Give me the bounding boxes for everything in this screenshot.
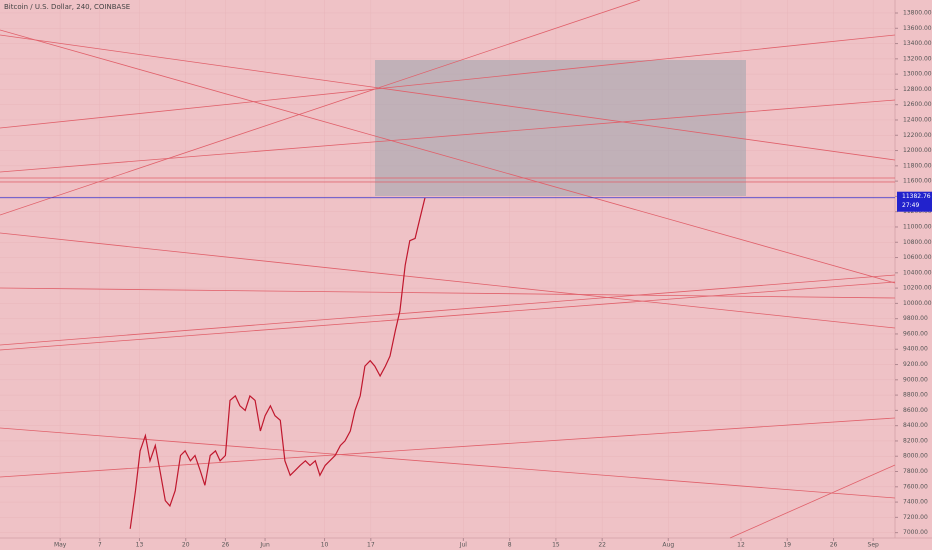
x-tick-label: May [54,542,67,549]
y-tick-label: 12200.00 [903,132,932,139]
y-tick-label: 8800.00 [903,392,928,399]
x-tick-label: 12 [737,542,745,549]
y-tick-label: 11800.00 [903,162,932,169]
y-tick-label: 7000.00 [903,529,928,536]
y-tick-label: 13200.00 [903,55,932,62]
trend-line [0,0,641,216]
x-tick-label: 17 [367,542,375,549]
y-tick-label: 13600.00 [903,25,932,32]
y-tick-label: 8000.00 [903,453,928,460]
y-tick-label: 9200.00 [903,361,928,368]
trend-line [0,281,896,351]
y-tick-label: 13800.00 [903,9,932,16]
x-tick-label: 15 [552,542,560,549]
trend-line [0,34,896,161]
trend-line [729,464,896,539]
y-tick-label: 10600.00 [903,254,932,261]
countdown-label: 27:49 [902,202,919,209]
y-tick-label: 10800.00 [903,239,932,246]
y-tick-label: 8400.00 [903,422,928,429]
x-tick-label: 10 [321,542,329,549]
price-line [129,197,426,529]
y-tick-label: 13000.00 [903,71,932,78]
drawings [0,0,896,539]
x-tick-label: 7 [98,542,102,549]
trend-line [0,34,896,129]
trend-line [0,417,896,478]
y-tick-label: 10000.00 [903,300,932,307]
trend-line [0,99,896,173]
x-tick-label: Jun [259,542,270,549]
y-tick-label: 10400.00 [903,269,932,276]
y-tick-label: 8200.00 [903,437,928,444]
y-tick-label: 12000.00 [903,147,932,154]
last-price-label: 11382.76 [902,193,931,200]
x-tick-label: Jul [459,542,468,549]
trend-line [0,232,896,329]
y-tick-label: 11000.00 [903,223,932,230]
x-tick-label: 20 [182,542,190,549]
trend-line [0,287,896,299]
y-tick-label: 7800.00 [903,468,928,475]
x-tick-label: 26 [830,542,838,549]
y-tick-label: 10200.00 [903,285,932,292]
trend-line [0,274,896,346]
x-tick-label: 8 [508,542,512,549]
y-tick-label: 7600.00 [903,483,928,490]
rectangle-drawing [375,60,746,196]
y-tick-label: 13400.00 [903,40,932,47]
y-tick-label: 7200.00 [903,514,928,521]
x-tick-label: Sep [868,542,880,549]
y-tick-label: 8600.00 [903,407,928,414]
y-tick-label: 9600.00 [903,330,928,337]
trend-line [0,29,896,284]
y-tick-label: 11600.00 [903,178,932,185]
chart-title: Bitcoin / U.S. Dollar, 240, COINBASE [4,3,130,11]
x-tick-label: 22 [598,542,606,549]
y-tick-label: 9800.00 [903,315,928,322]
x-tick-label: 26 [222,542,230,549]
y-tick-label: 9400.00 [903,346,928,353]
y-tick-label: 9000.00 [903,376,928,383]
grid [0,0,895,538]
x-tick-label: Aug [662,542,674,549]
y-tick-label: 12600.00 [903,101,932,108]
trend-line [0,427,896,499]
y-tick-label: 7400.00 [903,499,928,506]
y-tick-label: 12800.00 [903,86,932,93]
y-tick-label: 12400.00 [903,116,932,123]
x-tick-label: 19 [783,542,791,549]
price-tag [897,191,932,212]
x-tick-label: 13 [136,542,144,549]
